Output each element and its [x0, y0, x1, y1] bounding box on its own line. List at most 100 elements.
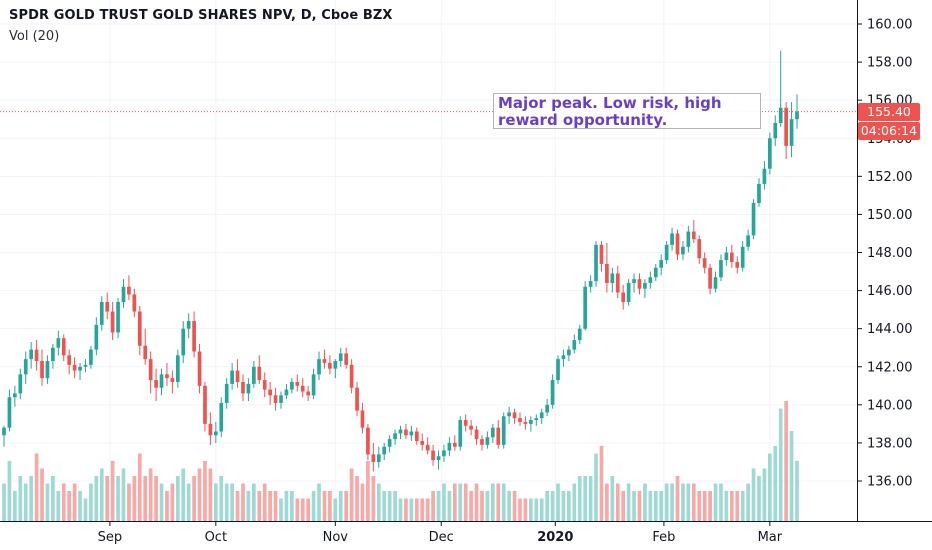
candle-down	[203, 381, 207, 432]
candle-down	[165, 362, 169, 386]
candle-body	[186, 321, 191, 329]
candle-down	[148, 351, 153, 394]
chart-annotation[interactable]: Major peak. Low risk, high reward opport…	[493, 93, 761, 129]
candle-up	[529, 416, 533, 432]
volume-indicator-label[interactable]: Vol (20)	[9, 29, 60, 44]
candle-body	[311, 374, 316, 396]
price-tick-label: 146.00	[867, 284, 913, 299]
volume-bar	[523, 498, 528, 521]
candle-up	[436, 450, 441, 470]
candle-up	[740, 241, 745, 272]
volume-bar	[691, 483, 696, 521]
candle-down	[735, 256, 740, 274]
candle-down	[208, 412, 213, 445]
candle-body	[7, 397, 12, 428]
volume-bar	[762, 468, 767, 521]
candle-down	[414, 427, 419, 445]
volume-bar	[360, 483, 365, 521]
volume-bar	[72, 483, 77, 521]
volume-bar	[735, 491, 740, 521]
candle-body	[23, 359, 28, 375]
candle-up	[338, 347, 343, 367]
candle-up	[29, 341, 34, 369]
candle-body	[572, 340, 577, 350]
volume-bar	[371, 476, 376, 521]
price-tick-label: 148.00	[867, 246, 913, 261]
volume-bar	[550, 491, 555, 521]
volume-bar	[431, 491, 435, 521]
volume-bar	[534, 498, 539, 521]
candle-down	[105, 292, 110, 320]
candle-body	[507, 412, 511, 417]
volume-bar	[713, 483, 718, 521]
volume-bar	[279, 498, 283, 521]
candle-up	[778, 50, 783, 127]
candle-body	[496, 427, 501, 445]
candle-body	[588, 281, 593, 287]
candle-body	[279, 395, 283, 403]
candle-down	[143, 328, 148, 365]
time-axis[interactable]: Sep Oct Nov Dec 2020 Feb Mar	[98, 521, 783, 545]
candle-up	[398, 425, 403, 440]
volume-bar	[393, 491, 397, 521]
volume-bar	[311, 491, 316, 521]
candle-body	[681, 246, 685, 255]
candle-up	[681, 241, 685, 261]
candle-body	[447, 442, 452, 451]
candle-body	[333, 361, 338, 369]
volume-bar	[328, 491, 332, 521]
volume-bar	[78, 491, 82, 521]
candle-down	[137, 305, 142, 356]
volume-bar	[40, 468, 44, 521]
candle-body	[778, 107, 783, 124]
candle-body	[567, 349, 571, 356]
volume-bar	[344, 491, 349, 521]
candle-body	[452, 442, 457, 447]
candle-body	[344, 353, 349, 365]
candle-up	[588, 275, 593, 293]
candle-up	[773, 115, 778, 146]
candle-body	[61, 338, 66, 356]
volume-bar	[675, 476, 680, 521]
price-axis[interactable]: 160.00158.00156.00154.00152.00150.00148.…	[857, 18, 913, 490]
candle-up	[284, 383, 289, 400]
price-tick-label: 142.00	[867, 360, 913, 375]
candle-body	[556, 359, 560, 381]
candle-body	[757, 183, 761, 203]
volume-bar	[501, 483, 506, 521]
candle-down	[67, 349, 72, 375]
candle-down	[431, 444, 435, 466]
candle-body	[175, 355, 180, 382]
candle-body	[605, 263, 609, 283]
volume-bar	[387, 491, 392, 521]
volume-bar	[83, 498, 88, 521]
volume-bar	[170, 483, 175, 521]
candle-body	[387, 439, 392, 447]
candle-body	[621, 292, 626, 303]
volume-bar	[507, 491, 511, 521]
candle-body	[474, 429, 479, 440]
candle-body	[442, 450, 446, 457]
candle-down	[452, 435, 457, 451]
candle-body	[29, 349, 34, 360]
candle-up	[670, 227, 674, 251]
candle-up	[653, 263, 658, 282]
candle-down	[599, 241, 604, 272]
candle-body	[577, 328, 582, 341]
volume-bar	[485, 491, 490, 521]
candle-up	[490, 423, 495, 443]
candle-down	[40, 349, 44, 386]
candle-up	[78, 362, 82, 381]
candle-body	[83, 364, 88, 367]
candle-body	[127, 286, 131, 295]
volume-bar	[132, 476, 137, 521]
candle-up	[23, 351, 28, 384]
candle-body	[203, 385, 207, 424]
volume-bar	[545, 491, 549, 521]
candle-body	[317, 359, 321, 375]
volume-bar	[594, 453, 598, 521]
volume-bar	[795, 461, 799, 521]
candle-up	[442, 444, 446, 462]
candle-down	[268, 381, 272, 405]
volume-bar	[605, 483, 609, 521]
